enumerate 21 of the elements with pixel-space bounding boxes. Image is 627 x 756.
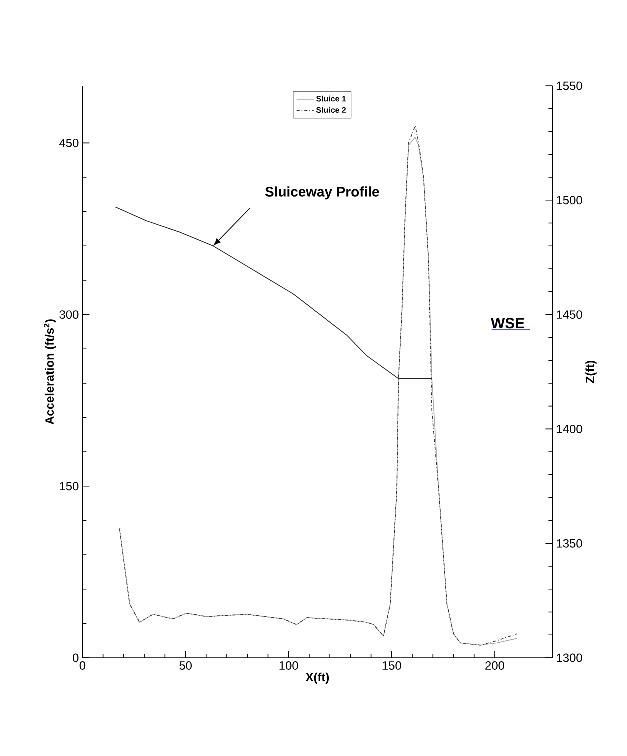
y-tick-label: 300 (60, 310, 79, 320)
x-tick-label: 150 (382, 662, 402, 670)
y2-tick-label: 1550 (557, 82, 582, 90)
x-tick-label: 100 (280, 662, 298, 670)
x-tick-label: 50 (180, 662, 192, 670)
y2-tick-label: 1500 (557, 196, 582, 205)
y2-tick-label: 1300 (557, 654, 582, 662)
x-axis-title: X(ft) (306, 672, 330, 684)
y2-axis-title: Z(ft) (586, 360, 597, 384)
y2-tick-label: 1450 (557, 310, 582, 320)
y-tick-label: 450 (60, 138, 79, 148)
annotation: WSE (491, 318, 524, 329)
y-tick-label: 150 (60, 482, 79, 491)
y-axis-title: Acceleration (ft/s$^{2}$) (44, 320, 56, 425)
y2-tick-label: 1350 (557, 539, 582, 548)
x-tick-label: 200 (486, 662, 504, 670)
x-tick-label: 0 (80, 662, 86, 670)
y-tick-label: 0 (73, 654, 79, 662)
line-series (115, 206, 433, 380)
y2-tick-label: 1400 (557, 424, 582, 434)
annotation: Sluiceway Profile (265, 186, 380, 200)
